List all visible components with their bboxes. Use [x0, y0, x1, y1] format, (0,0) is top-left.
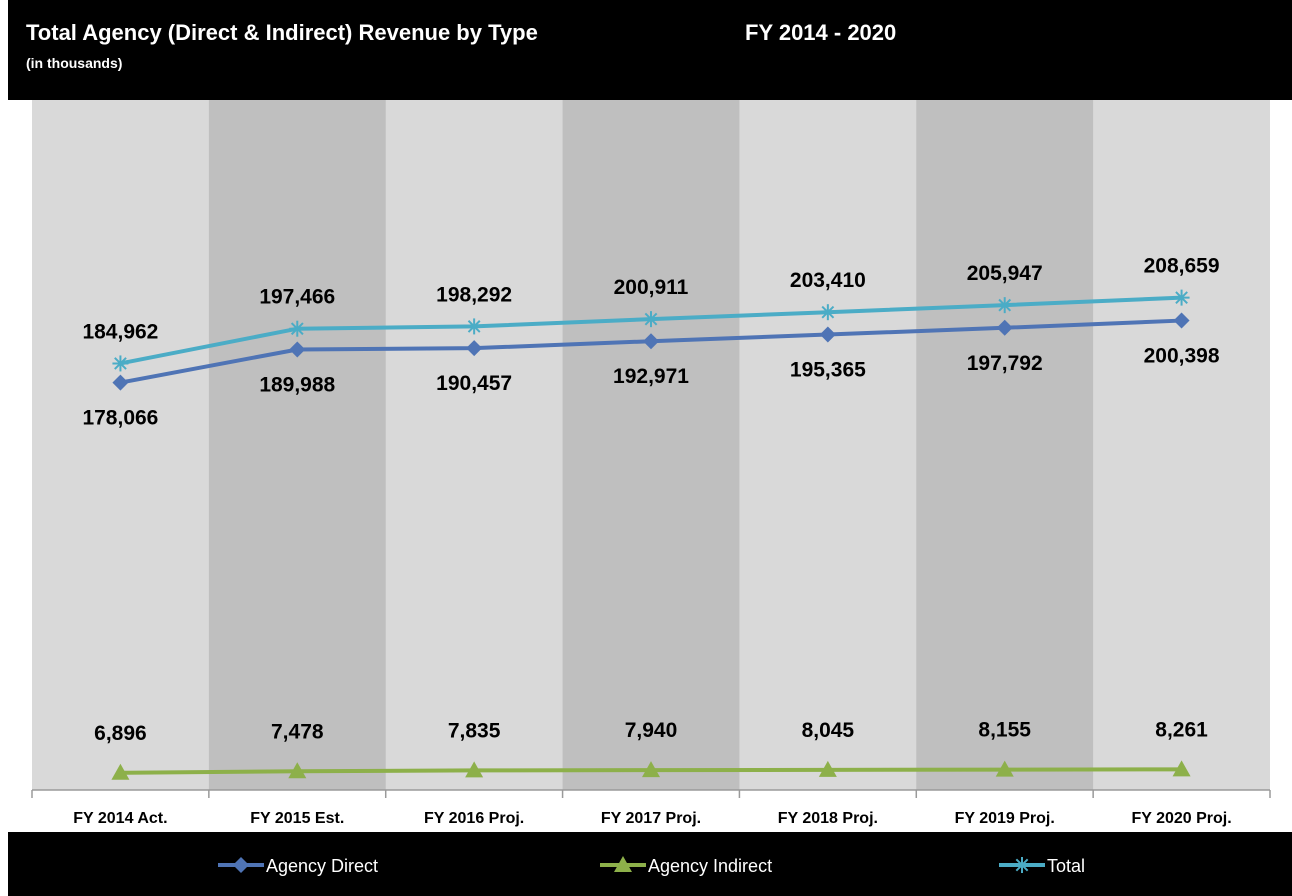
agency-indirect-point	[1172, 760, 1191, 777]
agency-direct-point	[643, 333, 659, 350]
total-point	[643, 311, 659, 328]
agency-indirect-data-label: 6,896	[94, 722, 147, 745]
x-tick-label: FY 2017 Proj.	[601, 810, 701, 827]
total-point	[289, 320, 306, 337]
agency-direct-point	[819, 326, 836, 343]
revenue-chart: Total Agency (Direct & Indirect) Revenue…	[8, 0, 1292, 896]
agency-indirect-data-label: 8,261	[1155, 718, 1208, 741]
total-data-label: 200,911	[614, 276, 689, 299]
agency-direct-point	[466, 340, 483, 357]
chart-period: FY 2014 - 2020	[745, 20, 896, 45]
total-data-label: 208,659	[1144, 255, 1220, 278]
legend-item-agency-direct: Agency Direct	[218, 856, 378, 876]
agency-indirect-point	[288, 762, 307, 779]
total-point	[1014, 857, 1030, 873]
legend-item-total: Total	[999, 856, 1085, 876]
total-data-label: 203,410	[790, 269, 866, 292]
agency-direct-point	[1173, 312, 1190, 329]
agency-direct-point	[289, 341, 306, 358]
plot-area	[32, 100, 1270, 790]
x-tick-label: FY 2020 Proj.	[1131, 810, 1231, 827]
category-band	[916, 100, 1094, 790]
total-point	[112, 355, 129, 372]
chart-header-background	[8, 0, 1292, 100]
chart-subtitle: (in thousands)	[26, 55, 122, 71]
agency-direct-data-label: 189,988	[259, 373, 335, 396]
category-band	[562, 100, 740, 790]
x-tick-label: FY 2018 Proj.	[778, 810, 878, 827]
agency-indirect-point	[465, 761, 484, 778]
total-point	[996, 297, 1013, 314]
x-tick-label: FY 2019 Proj.	[955, 810, 1055, 827]
agency-direct-point	[996, 319, 1013, 336]
agency-direct-data-label: 197,792	[967, 352, 1043, 375]
agency-direct-data-label: 190,457	[436, 372, 512, 395]
total-point	[819, 304, 836, 321]
total-point	[1173, 289, 1190, 306]
agency-indirect-data-label: 8,155	[978, 719, 1031, 742]
x-tick-label: FY 2014 Act.	[73, 810, 167, 827]
x-axis: FY 2014 Act. FY 2015 Est. FY 2016 Proj. FY …	[31, 789, 1271, 827]
legend-item-agency-indirect: Agency Indirect	[600, 856, 772, 876]
agency-indirect-point	[614, 856, 632, 872]
chart-title: Total Agency (Direct & Indirect) Revenue…	[26, 20, 538, 45]
agency-indirect-point	[995, 760, 1014, 777]
agency-direct-data-label: 195,365	[790, 359, 866, 382]
data-labels: 6,896 7,478 7,835 7,940 8,045 8,155 8,261 178,0…	[82, 255, 1219, 745]
agency-indirect-data-label: 8,045	[802, 719, 855, 742]
total-data-label: 197,466	[259, 286, 335, 309]
agency-indirect-data-label: 7,940	[625, 719, 678, 742]
chart-canvas: Total Agency (Direct & Indirect) Revenue…	[8, 0, 1292, 896]
x-tick-label: FY 2016 Proj.	[424, 810, 524, 827]
legend: Agency Direct Agency Indirect Total	[218, 856, 1085, 876]
legend-label: Total	[1047, 856, 1085, 876]
legend-label: Agency Indirect	[648, 856, 772, 876]
total-data-label: 184,962	[82, 320, 158, 343]
category-band	[208, 100, 386, 790]
series-layer	[111, 289, 1191, 780]
agency-indirect-point	[642, 761, 660, 778]
agency-direct-point	[112, 374, 129, 391]
agency-indirect-point	[818, 760, 837, 777]
agency-direct-data-label: 192,971	[613, 365, 689, 388]
agency-indirect-data-label: 7,478	[271, 720, 324, 743]
agency-direct-data-label: 200,398	[1144, 345, 1220, 368]
agency-indirect-point	[111, 763, 130, 780]
x-tick-label: FY 2015 Est.	[250, 810, 344, 827]
agency-direct-point	[233, 857, 249, 873]
agency-direct-data-label: 178,066	[82, 407, 158, 430]
legend-label: Agency Direct	[266, 856, 378, 876]
total-point	[466, 318, 483, 335]
agency-indirect-data-label: 7,835	[448, 719, 501, 742]
total-data-label: 205,947	[967, 262, 1043, 285]
total-data-label: 198,292	[436, 283, 512, 306]
